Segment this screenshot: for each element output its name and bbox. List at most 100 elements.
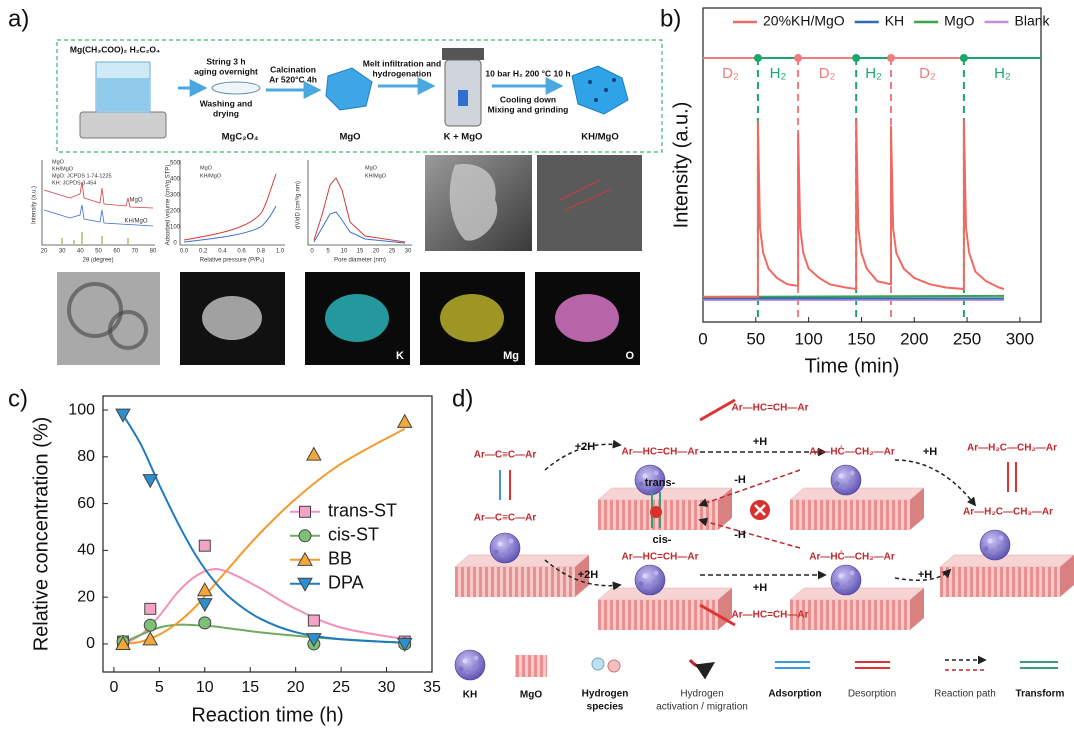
y-tick-label: 100 bbox=[68, 401, 95, 418]
data-point bbox=[198, 616, 212, 630]
data-point bbox=[143, 618, 157, 632]
kh-particle bbox=[634, 564, 666, 596]
y-tick-label: 40 bbox=[77, 542, 95, 559]
sem-particle bbox=[449, 164, 498, 241]
step-text: Cooling down bbox=[500, 94, 556, 104]
panel-d: Ar—C≡C—Ar Ar—C≡C—Ar +2H +2H Ar—HC=CH—Ar … bbox=[454, 398, 1074, 713]
switch-point bbox=[753, 54, 762, 62]
bet-curve bbox=[183, 205, 277, 243]
inset-tick-label: 200 bbox=[170, 209, 181, 215]
y-tick-label: 0 bbox=[86, 635, 95, 652]
tem-annotation bbox=[559, 179, 611, 211]
data-point bbox=[115, 635, 131, 651]
legend-label: cis-ST bbox=[328, 525, 379, 545]
legend-label: BB bbox=[328, 549, 352, 569]
desorption-arrow bbox=[699, 603, 736, 627]
legend-label: KH bbox=[885, 13, 904, 29]
product-label: MgC₂O₄ bbox=[222, 132, 259, 143]
precursors: Mg(CH₃COO)₂ H₂C₂O₄ bbox=[70, 44, 160, 54]
x-tick-label: 25 bbox=[332, 679, 350, 696]
desorption-arrows bbox=[1007, 462, 1017, 492]
step-label: +H bbox=[918, 569, 932, 581]
data-point bbox=[142, 631, 159, 646]
x-tick-label: 5 bbox=[155, 679, 164, 696]
eds-label: O bbox=[625, 350, 634, 362]
inset-tick-label: 70 bbox=[131, 249, 138, 255]
hotplate bbox=[79, 111, 167, 139]
step-label: +2H bbox=[578, 569, 599, 581]
legend-mgo bbox=[515, 655, 547, 677]
inset-legend: KH/MgO bbox=[52, 166, 74, 172]
data-point bbox=[115, 408, 131, 423]
step-label: +2H bbox=[575, 441, 596, 453]
inset-tick-label: 0.8 bbox=[257, 249, 266, 255]
molecule: Ar—HC=CH—Ar bbox=[622, 552, 699, 563]
step-label: +H bbox=[753, 582, 767, 594]
legend-label: DPA bbox=[328, 573, 364, 593]
inset-tick-label: 50 bbox=[95, 249, 102, 255]
switch-point bbox=[959, 54, 968, 62]
inset-legend: KH/MgO bbox=[200, 173, 222, 179]
legend-text: Desorption bbox=[848, 689, 896, 700]
molecule: Ar—HC=CH—Ar bbox=[732, 610, 809, 621]
switch-point bbox=[887, 54, 896, 62]
fit-curve bbox=[122, 427, 406, 645]
legend-migration bbox=[688, 658, 715, 680]
legend-text: Hydrogen bbox=[680, 689, 723, 700]
gas-label: H₂ bbox=[865, 65, 882, 82]
y-tick-label: 20 bbox=[77, 588, 95, 605]
bet-curve bbox=[183, 173, 277, 241]
molecule: Ar—H₂C—CH₂—Ar bbox=[967, 443, 1057, 454]
legend-label: Blank bbox=[1015, 13, 1051, 29]
inset-ylabel: Intensity (a.u.) bbox=[32, 186, 38, 224]
inset-tick-label: 5 bbox=[326, 249, 330, 255]
step-text: Mixing and grinding bbox=[488, 104, 569, 114]
legend-text: species bbox=[587, 702, 624, 713]
data-point bbox=[306, 446, 322, 461]
inset-axis bbox=[307, 160, 412, 246]
data-point bbox=[198, 539, 211, 552]
mgo-slab bbox=[789, 487, 925, 531]
molecule: Ar—H₂C—CH₂—Ar bbox=[963, 507, 1053, 518]
tem-image bbox=[537, 155, 642, 251]
eds-label: K bbox=[396, 350, 404, 362]
curve-label: MgO bbox=[129, 198, 142, 204]
inset-tick-label: 20 bbox=[373, 249, 380, 255]
data-point bbox=[144, 602, 157, 615]
x-tick-label: 0 bbox=[698, 329, 707, 348]
panel-a: Mg(CH₃COO)₂ H₂C₂O₄ String 3 h aging over… bbox=[32, 39, 663, 365]
step-text: drying bbox=[213, 108, 239, 118]
inset-tick-label: 10 bbox=[341, 249, 348, 255]
eds-label: Mg bbox=[503, 350, 519, 362]
data-point bbox=[142, 474, 159, 489]
step-text: aging overnight bbox=[194, 66, 258, 76]
switch-point bbox=[794, 54, 803, 62]
legend-kh bbox=[454, 649, 486, 681]
kh-particle bbox=[489, 532, 521, 564]
inset-tick-label: 0.4 bbox=[218, 249, 227, 255]
synthesis-box bbox=[56, 39, 663, 153]
x-tick-label: 200 bbox=[900, 329, 928, 348]
y-axis-title: Intensity (a.u.) bbox=[670, 102, 692, 229]
inset-axis bbox=[179, 160, 285, 246]
panel-label: b) bbox=[660, 5, 681, 32]
inset-tick-label: 0 bbox=[173, 241, 177, 247]
legend-transform bbox=[1020, 661, 1058, 669]
data-point bbox=[396, 413, 413, 428]
step-text: String 3 h bbox=[206, 56, 245, 66]
sample bbox=[458, 90, 468, 106]
reaction-path bbox=[894, 459, 977, 507]
plot-frame bbox=[102, 395, 433, 673]
reference-lines bbox=[61, 232, 129, 244]
inset-legend: MgO bbox=[200, 165, 213, 171]
x-tick-label: 150 bbox=[847, 329, 875, 348]
legend-label: trans-ST bbox=[328, 501, 397, 521]
legend-desorption bbox=[855, 661, 890, 669]
gas-label: H₂ bbox=[994, 65, 1011, 82]
step-label: +H bbox=[923, 446, 937, 458]
product-label: KH/MgO bbox=[581, 132, 618, 143]
panel-label: c) bbox=[8, 385, 28, 412]
step-text: Washing and bbox=[200, 98, 253, 108]
molecule: Ar—HĊ—CH₂—Ar bbox=[809, 445, 895, 458]
inset-tick-label: 500 bbox=[170, 161, 181, 167]
